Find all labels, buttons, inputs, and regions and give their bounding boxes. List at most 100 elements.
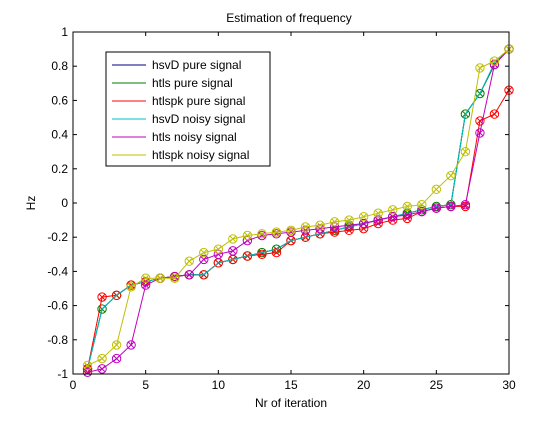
point-circle <box>300 232 311 242</box>
data-point <box>213 244 224 254</box>
point-cross <box>113 341 120 349</box>
y-tick-label: 0.4 <box>51 128 68 142</box>
point-cross <box>171 274 178 282</box>
y-tick-label: 1 <box>61 25 68 39</box>
point-circle <box>97 364 107 374</box>
point-circle <box>242 230 253 241</box>
legend-entry: htlspk noisy signal <box>152 148 249 162</box>
x-tick-label: 25 <box>430 378 444 392</box>
point-cross <box>229 247 237 255</box>
data-point <box>489 109 500 119</box>
point-circle <box>184 270 194 280</box>
point-circle <box>126 340 136 350</box>
point-circle <box>489 59 500 70</box>
x-tick-label: 30 <box>502 378 516 392</box>
point-cross <box>404 203 411 210</box>
point-cross <box>200 256 208 263</box>
data-point <box>344 220 354 230</box>
point-cross <box>200 249 208 256</box>
point-cross <box>273 228 280 236</box>
point-cross <box>186 271 193 279</box>
point-cross <box>84 362 91 369</box>
point-circle <box>388 215 398 225</box>
data-point <box>431 203 442 213</box>
point-circle <box>140 280 151 290</box>
point-circle <box>111 340 122 350</box>
data-point <box>388 205 398 215</box>
point-cross <box>433 186 440 193</box>
point-circle <box>446 170 456 181</box>
data-point <box>126 282 136 292</box>
point-cross <box>186 257 193 265</box>
point-circle <box>417 206 427 217</box>
point-cross <box>360 213 367 220</box>
data-point <box>97 292 107 302</box>
point-cross <box>316 221 324 229</box>
data-point <box>126 340 136 350</box>
point-cross <box>476 64 484 72</box>
y-tick-label: -0.8 <box>47 333 68 347</box>
point-circle <box>300 225 311 236</box>
point-circle <box>373 218 383 229</box>
point-circle <box>489 56 500 66</box>
point-cross <box>374 216 382 224</box>
series-line <box>87 48 510 373</box>
point-circle <box>475 128 485 138</box>
y-axis-label: Hz <box>24 196 38 211</box>
y-tick-label: -1 <box>57 367 68 381</box>
point-circle <box>431 184 442 195</box>
data-point <box>329 217 340 227</box>
point-cross <box>447 172 455 179</box>
data-point <box>475 63 485 73</box>
data-point <box>199 254 209 265</box>
x-tick-label: 10 <box>212 378 226 392</box>
point-circle <box>257 229 267 239</box>
data-point <box>228 246 238 256</box>
data-point <box>489 56 500 66</box>
point-cross <box>127 283 135 291</box>
data-point <box>286 225 296 236</box>
point-cross <box>476 129 484 137</box>
point-cross <box>447 203 455 210</box>
point-cross <box>418 201 426 208</box>
x-tick-label: 15 <box>284 378 298 392</box>
legend-entry: htls pure signal <box>152 76 233 90</box>
point-circle <box>402 213 412 224</box>
point-circle <box>329 217 340 227</box>
point-circle <box>82 360 93 371</box>
point-circle <box>111 290 122 301</box>
data-point <box>170 273 180 283</box>
legend-entry: hsvD pure signal <box>152 58 241 72</box>
point-cross <box>462 201 469 208</box>
legend-box <box>105 51 271 167</box>
data-point <box>271 247 282 258</box>
point-circle <box>257 249 267 260</box>
data-point <box>242 230 253 241</box>
data-point <box>402 201 412 212</box>
point-cross <box>389 213 396 220</box>
data-point <box>431 184 442 195</box>
point-circle <box>358 223 369 234</box>
point-cross <box>476 117 484 125</box>
point-circle <box>199 254 209 265</box>
point-cross <box>98 355 106 362</box>
data-point <box>358 218 369 229</box>
data-point <box>228 234 238 244</box>
data-point <box>344 225 354 236</box>
point-circle <box>97 292 107 302</box>
point-cross <box>302 223 309 231</box>
point-circle <box>228 234 238 244</box>
data-point <box>417 200 427 210</box>
point-circle <box>388 205 398 215</box>
data-point <box>155 273 165 283</box>
plot-marks <box>82 44 514 377</box>
y-tick-label: -0.4 <box>47 264 68 278</box>
point-circle <box>344 215 354 225</box>
point-circle <box>97 353 107 364</box>
legend: hsvD pure signal htls pure signal htlspk p… <box>105 51 271 167</box>
point-cross <box>389 206 396 214</box>
data-point <box>140 280 151 290</box>
point-cross <box>491 57 498 65</box>
